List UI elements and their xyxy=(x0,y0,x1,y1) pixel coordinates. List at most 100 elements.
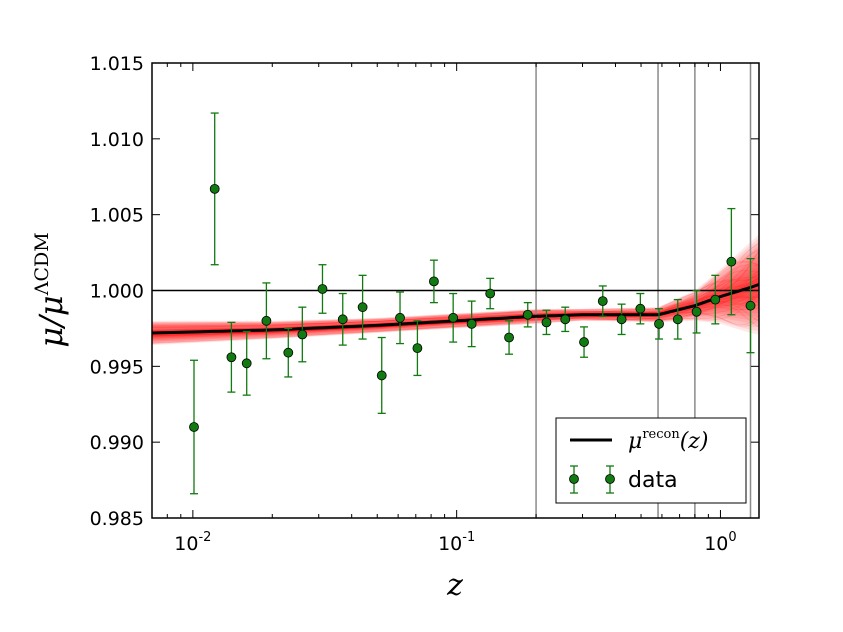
data-marker xyxy=(412,343,423,354)
data-point xyxy=(189,359,199,495)
x-tick-label-base: 10 xyxy=(704,533,728,555)
x-tick-label-exp: 0 xyxy=(728,530,736,545)
legend-marker xyxy=(605,474,615,484)
data-marker xyxy=(635,303,646,314)
recon-band-layer xyxy=(152,245,759,343)
data-point xyxy=(579,326,589,358)
legend-recon-tail: (z) xyxy=(680,429,709,454)
data-marker xyxy=(522,309,533,320)
x-axis-label: z xyxy=(446,568,463,603)
data-point xyxy=(560,306,571,333)
data-point xyxy=(448,292,459,343)
data-marker xyxy=(357,302,368,313)
data-marker xyxy=(189,422,199,432)
data-marker xyxy=(560,314,571,325)
data-point xyxy=(726,207,737,316)
x-tick-label-base: 10 xyxy=(174,533,198,555)
recon-band-layer xyxy=(152,248,759,342)
data-marker xyxy=(597,296,608,307)
legend-recon-label: μrecon(z) xyxy=(628,427,708,454)
data-marker xyxy=(466,318,477,329)
y-tick-label: 1.005 xyxy=(90,205,144,227)
legend-recon-sup: recon xyxy=(642,427,680,442)
data-marker xyxy=(485,288,496,299)
legend-box xyxy=(555,417,747,504)
data-marker xyxy=(504,332,514,343)
x-tick-label: 10-1 xyxy=(438,530,475,555)
data-point xyxy=(429,259,439,304)
data-marker xyxy=(395,312,405,323)
data-point xyxy=(485,277,496,310)
legend-recon-base: μ xyxy=(628,429,642,454)
data-point xyxy=(317,264,328,314)
legend: μrecon(z) data xyxy=(555,417,747,504)
data-point xyxy=(297,306,308,363)
recon-band-sample xyxy=(152,249,759,325)
data-point xyxy=(357,274,368,340)
data-point xyxy=(654,308,664,340)
data-point xyxy=(672,298,683,340)
y-tick-label: 0.995 xyxy=(90,356,144,378)
y-axis-label-base: μ/μ xyxy=(32,295,70,347)
data-marker xyxy=(209,183,220,194)
y-tick-label: 1.010 xyxy=(90,129,144,151)
recon-band-layer xyxy=(152,238,759,345)
data-point xyxy=(522,301,533,328)
recon-band-sample xyxy=(152,255,759,327)
y-tick-label: 1.015 xyxy=(90,53,144,75)
data-point xyxy=(745,257,756,354)
x-tick-label-exp: -1 xyxy=(462,530,475,545)
data-marker xyxy=(429,276,439,287)
data-point xyxy=(466,300,477,348)
data-marker xyxy=(616,314,627,325)
recon-band-sample xyxy=(152,247,759,325)
data-marker xyxy=(691,306,702,317)
y-tick-label: 0.985 xyxy=(90,508,144,530)
recon-band-sample xyxy=(152,269,759,332)
y-axis-label-sup: ΛCDM xyxy=(31,232,53,296)
recon-band-sample xyxy=(152,243,759,324)
x-tick-label-base: 10 xyxy=(438,533,462,555)
data-point xyxy=(261,282,272,360)
data-point xyxy=(376,336,387,415)
data-marker xyxy=(376,370,387,381)
data-marker xyxy=(317,284,328,294)
data-point xyxy=(241,330,252,396)
data-points xyxy=(189,112,756,495)
y-tick-label: 0.990 xyxy=(90,432,144,454)
data-point xyxy=(283,327,294,378)
recon-band-sample xyxy=(152,261,759,327)
y-axis-label: μ/μΛCDM xyxy=(31,232,70,347)
data-marker xyxy=(241,358,252,369)
data-point xyxy=(691,289,702,334)
recon-band-sample xyxy=(152,273,759,332)
recon-band-layer xyxy=(152,252,759,341)
data-point xyxy=(710,274,721,325)
data-point xyxy=(337,292,348,346)
data-marker xyxy=(710,294,721,305)
y-tick-label: 1.000 xyxy=(90,281,144,303)
data-point xyxy=(635,292,646,325)
recon-mean-line xyxy=(152,282,759,335)
data-point xyxy=(209,112,220,266)
data-point xyxy=(504,320,514,355)
data-point xyxy=(226,321,237,393)
recon-band-sample xyxy=(152,250,759,328)
x-tick-label: 100 xyxy=(704,530,736,555)
recon-band-sample xyxy=(152,264,759,327)
data-marker xyxy=(226,352,237,363)
recon-band-sample xyxy=(152,274,759,332)
data-marker xyxy=(672,314,683,325)
data-marker xyxy=(579,337,589,347)
recon-band-sample xyxy=(152,260,759,326)
data-marker xyxy=(297,329,308,340)
x-tick-label: 10-2 xyxy=(174,530,211,555)
data-point xyxy=(597,285,608,317)
recon-band-layer xyxy=(152,241,759,344)
data-marker xyxy=(654,318,664,329)
recon-band-layer xyxy=(152,234,759,346)
legend-data-label: data xyxy=(628,468,678,493)
legend-marker xyxy=(569,474,579,484)
